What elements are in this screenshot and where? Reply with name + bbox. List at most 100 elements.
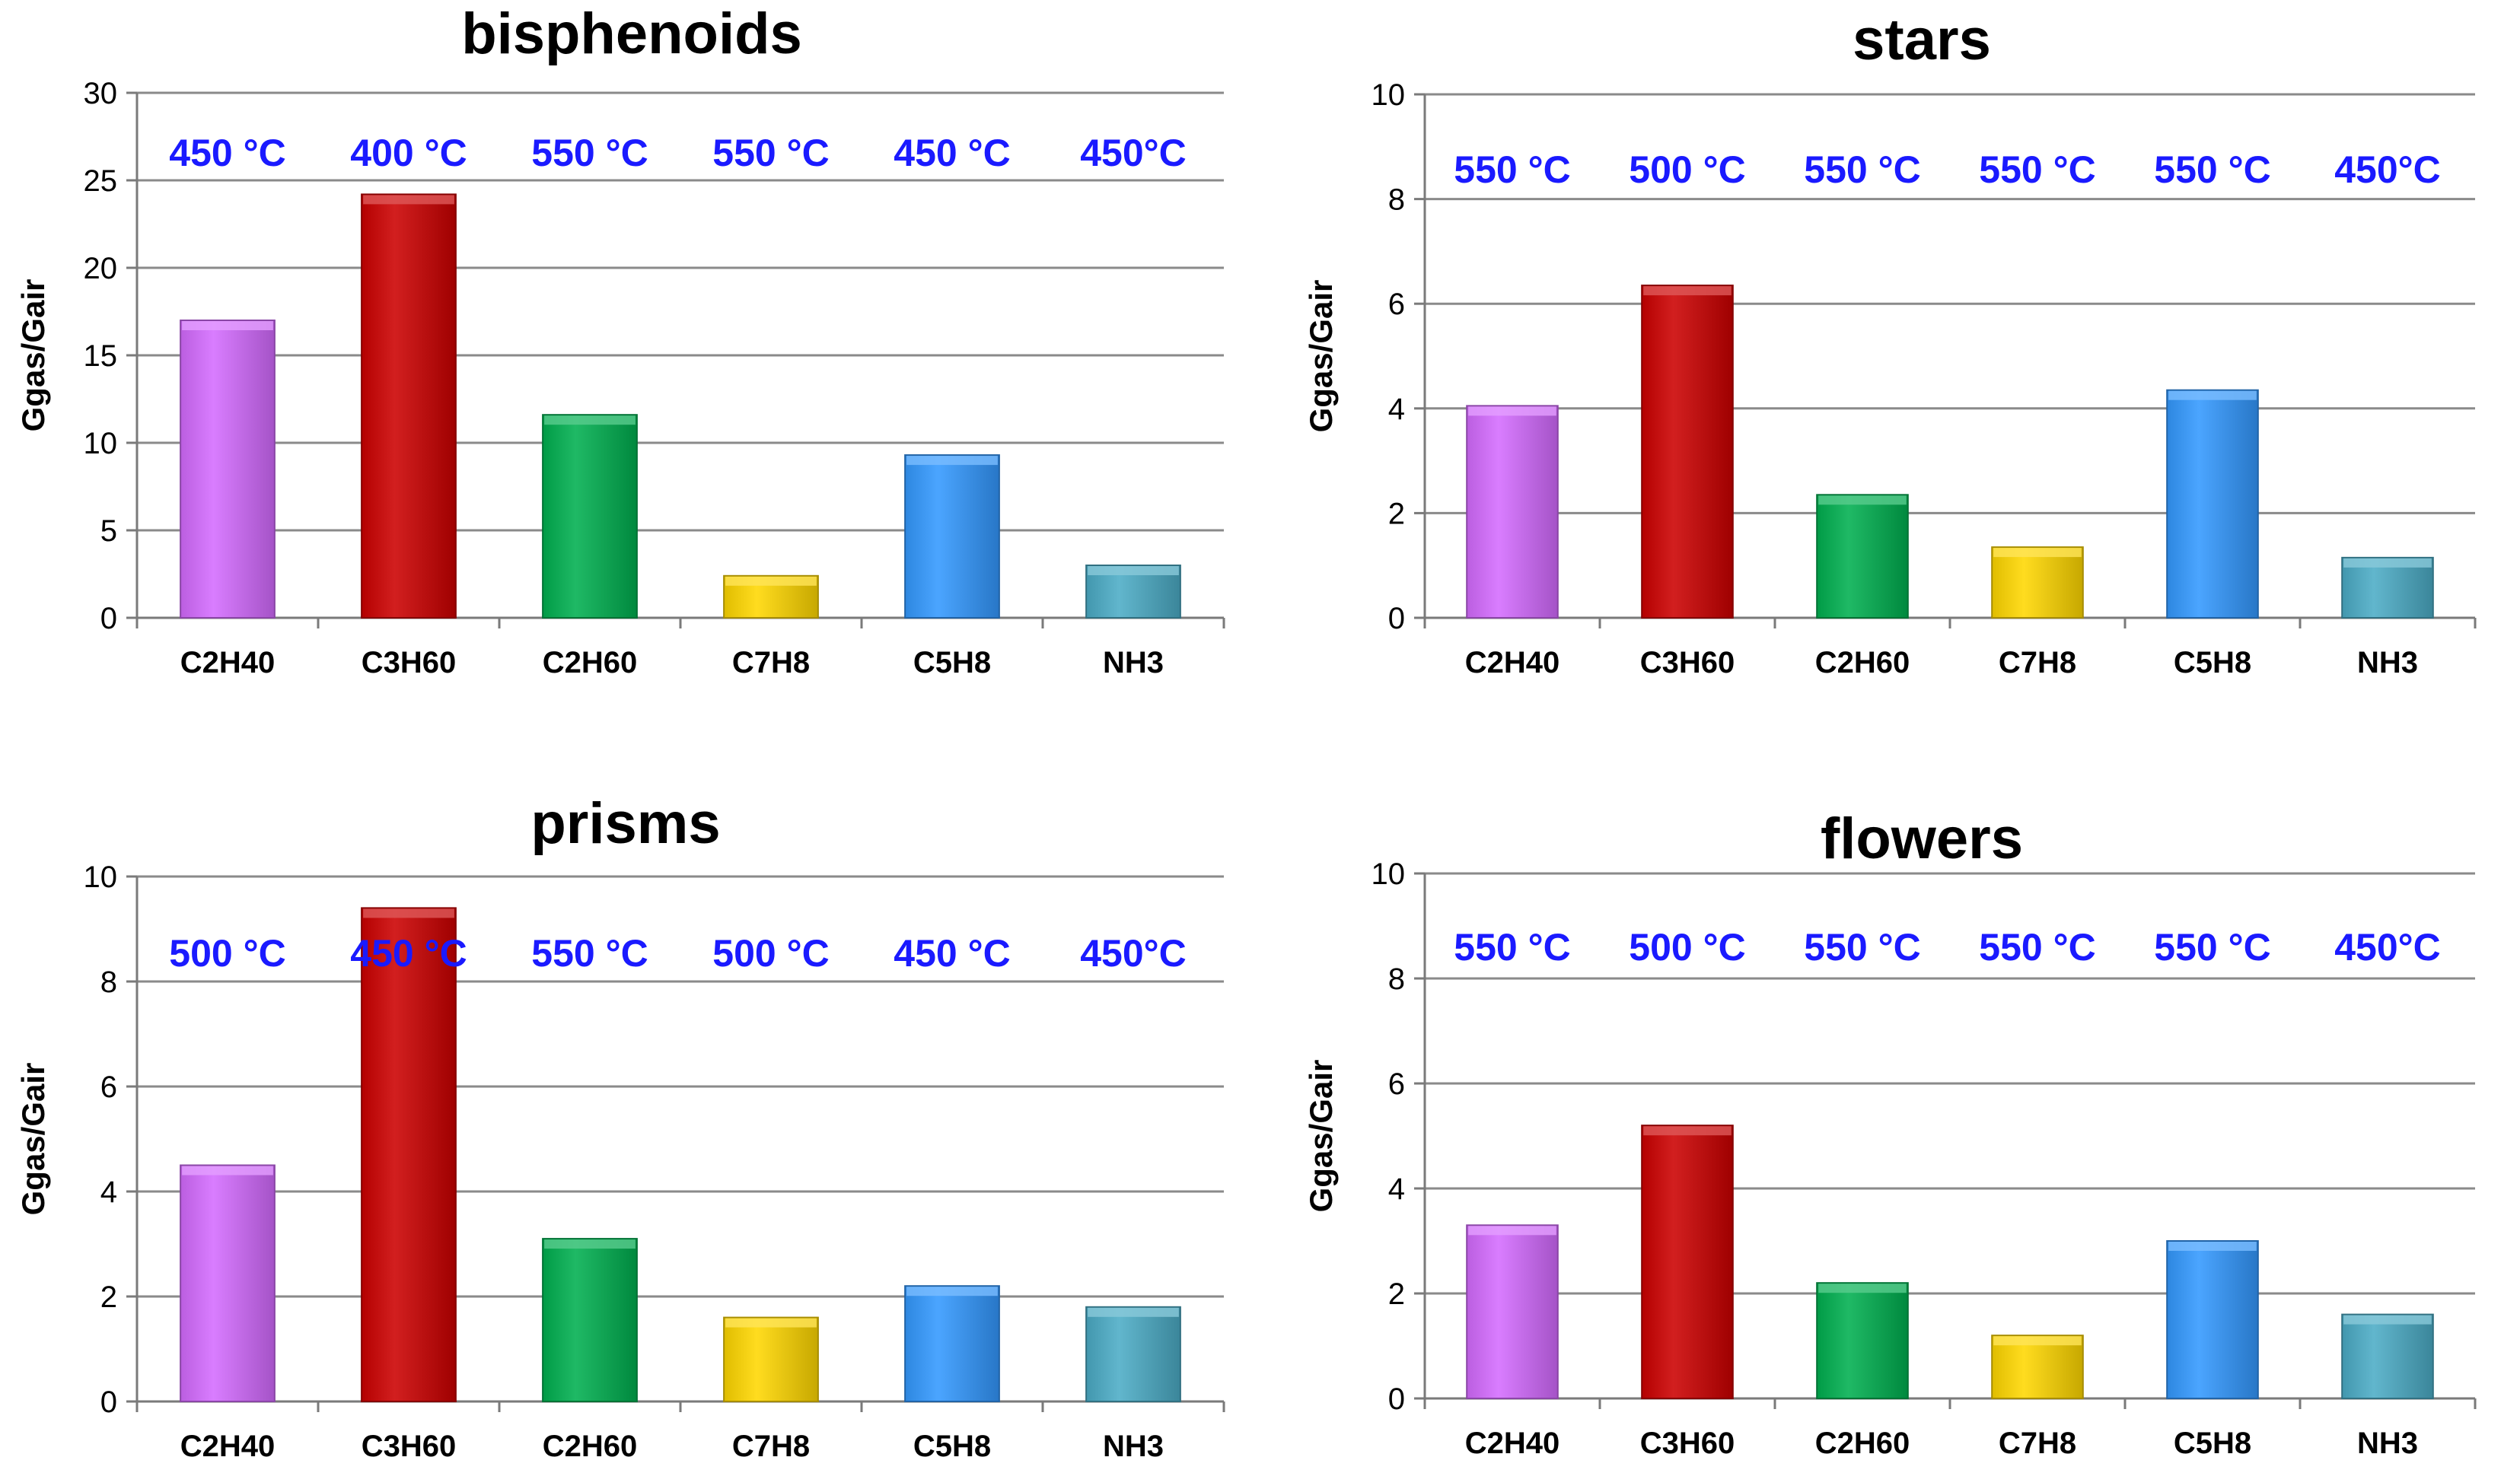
temperature-label: 550 °C	[1804, 926, 1920, 969]
bar-NH3	[1085, 1306, 1181, 1403]
temperature-label: 550 °C	[2154, 148, 2270, 191]
bar-highlight	[1088, 1307, 1179, 1317]
y-tick-label: 2	[1388, 497, 1405, 530]
bar-C2H40	[180, 320, 276, 619]
x-tick-label: C7H8	[1999, 1427, 2076, 1460]
y-tick-label: 2	[1388, 1277, 1405, 1311]
bar-highlight	[725, 576, 817, 586]
bar-C5H8	[2166, 389, 2259, 619]
chart-title: flowers	[1821, 806, 2023, 871]
temperature-label: 550 °C	[712, 132, 829, 174]
temperature-label: 500 °C	[1629, 926, 1745, 969]
y-tick-label: 30	[84, 77, 118, 110]
y-tick-label: 2	[100, 1281, 117, 1314]
bar-highlight	[1468, 406, 1556, 416]
y-tick-label: 6	[100, 1071, 117, 1104]
chart-title: stars	[1853, 8, 1991, 72]
y-tick-label: 0	[1388, 1382, 1405, 1416]
y-axis-label: Ggas/Gair	[15, 279, 51, 432]
chart-panel-flowers: 0 2 4 6 8 10 C2H40 550 °C C3H60 500 °C C2H60 550 °C…	[1303, 806, 2477, 1460]
x-tick-label: C7H8	[1999, 646, 2076, 679]
bar-C5H8	[904, 454, 1000, 619]
x-tick-label: C3H60	[362, 1430, 457, 1463]
x-tick-label: C2H40	[180, 646, 276, 679]
x-tick-label: NH3	[1103, 646, 1164, 679]
bar-highlight	[2168, 1242, 2257, 1251]
y-tick-label: 20	[84, 252, 118, 285]
y-tick-label: 5	[100, 514, 117, 548]
bar-C7H8	[1991, 546, 2084, 619]
x-tick-label: C2H40	[1465, 1427, 1560, 1460]
x-tick-label: C7H8	[732, 646, 810, 679]
temperature-label: 450°C	[1080, 132, 1187, 174]
y-tick-label: 0	[100, 1386, 117, 1419]
bar-C2H60	[542, 414, 638, 619]
bar-highlight	[363, 195, 454, 205]
bar-C5H8	[2166, 1240, 2259, 1399]
bar-C3H60	[361, 907, 457, 1402]
chart-title: bisphenoids	[461, 2, 802, 66]
temperature-label: 550 °C	[531, 132, 648, 174]
bar-highlight	[363, 908, 454, 918]
bar-highlight	[1088, 566, 1179, 575]
x-tick-label: C5H8	[2174, 1427, 2251, 1460]
x-tick-label: C3H60	[1640, 646, 1735, 679]
bar-highlight	[1643, 1126, 1732, 1136]
bar-highlight	[2168, 390, 2257, 400]
bar-C7H8	[1991, 1335, 2084, 1399]
temperature-label: 550 °C	[1804, 148, 1920, 191]
temperature-label: 500 °C	[169, 932, 285, 975]
bar-highlight	[1993, 1336, 2082, 1346]
bar-highlight	[2343, 558, 2432, 568]
x-tick-label: C3H60	[362, 646, 457, 679]
temperature-label: 550 °C	[1454, 926, 1570, 969]
y-axis-label: Ggas/Gair	[1303, 1060, 1339, 1213]
temperature-label: 500 °C	[712, 932, 829, 975]
x-tick-label: C2H60	[543, 1430, 638, 1463]
chart-panel-prisms: 0 2 4 6 8 10 C2H40 500 °C C3H60 450 °C C2H60 550 °C…	[15, 791, 1225, 1463]
bar-highlight	[1818, 495, 1907, 505]
y-tick-label: 6	[1388, 1067, 1405, 1101]
bar-highlight	[544, 1239, 636, 1249]
bar-highlight	[182, 1166, 273, 1176]
bar-highlight	[906, 456, 998, 466]
temperature-label: 550 °C	[531, 932, 648, 975]
x-tick-label: C2H40	[180, 1430, 276, 1463]
y-tick-label: 4	[100, 1176, 117, 1209]
bar-highlight	[182, 321, 273, 330]
bar-C2H60	[1816, 494, 1909, 619]
y-tick-label: 8	[100, 966, 117, 999]
y-tick-label: 6	[1388, 288, 1405, 321]
x-tick-label: NH3	[2357, 646, 2418, 679]
y-tick-label: 15	[84, 339, 118, 373]
temperature-label: 450°C	[2334, 926, 2441, 969]
temperature-label: 550 °C	[1979, 148, 2095, 191]
y-tick-label: 25	[84, 164, 118, 198]
bar-C3H60	[1641, 285, 1734, 619]
bar-C2H40	[1466, 1224, 1559, 1400]
y-tick-label: 0	[100, 602, 117, 635]
temperature-label: 550 °C	[2154, 926, 2270, 969]
x-tick-label: C2H60	[543, 646, 638, 679]
x-tick-label: NH3	[2357, 1427, 2418, 1460]
temperature-label: 550 °C	[1979, 926, 2095, 969]
temperature-label: 450 °C	[894, 132, 1010, 174]
bar-highlight	[544, 415, 636, 425]
y-axis-label: Ggas/Gair	[15, 1063, 51, 1216]
chart-panel-stars: 0 2 4 6 8 10 C2H40 550 °C C3H60 500 °C C2H60 550 °C…	[1303, 8, 2477, 679]
y-tick-label: 8	[1388, 183, 1405, 217]
y-axis-label: Ggas/Gair	[1303, 280, 1339, 433]
y-tick-label: 4	[1388, 1172, 1405, 1206]
bar-C5H8	[904, 1285, 1000, 1402]
x-tick-label: C2H60	[1815, 1427, 1910, 1460]
bar-C2H60	[542, 1238, 638, 1402]
bar-highlight	[1818, 1284, 1907, 1293]
temperature-label: 550 °C	[1454, 148, 1570, 191]
bar-highlight	[1643, 286, 1732, 296]
x-tick-label: NH3	[1103, 1430, 1164, 1463]
temperature-label: 450 °C	[169, 132, 285, 174]
bar-highlight	[2343, 1315, 2432, 1325]
bar-C3H60	[361, 193, 457, 619]
bar-highlight	[725, 1318, 817, 1328]
y-tick-label: 10	[84, 861, 118, 894]
